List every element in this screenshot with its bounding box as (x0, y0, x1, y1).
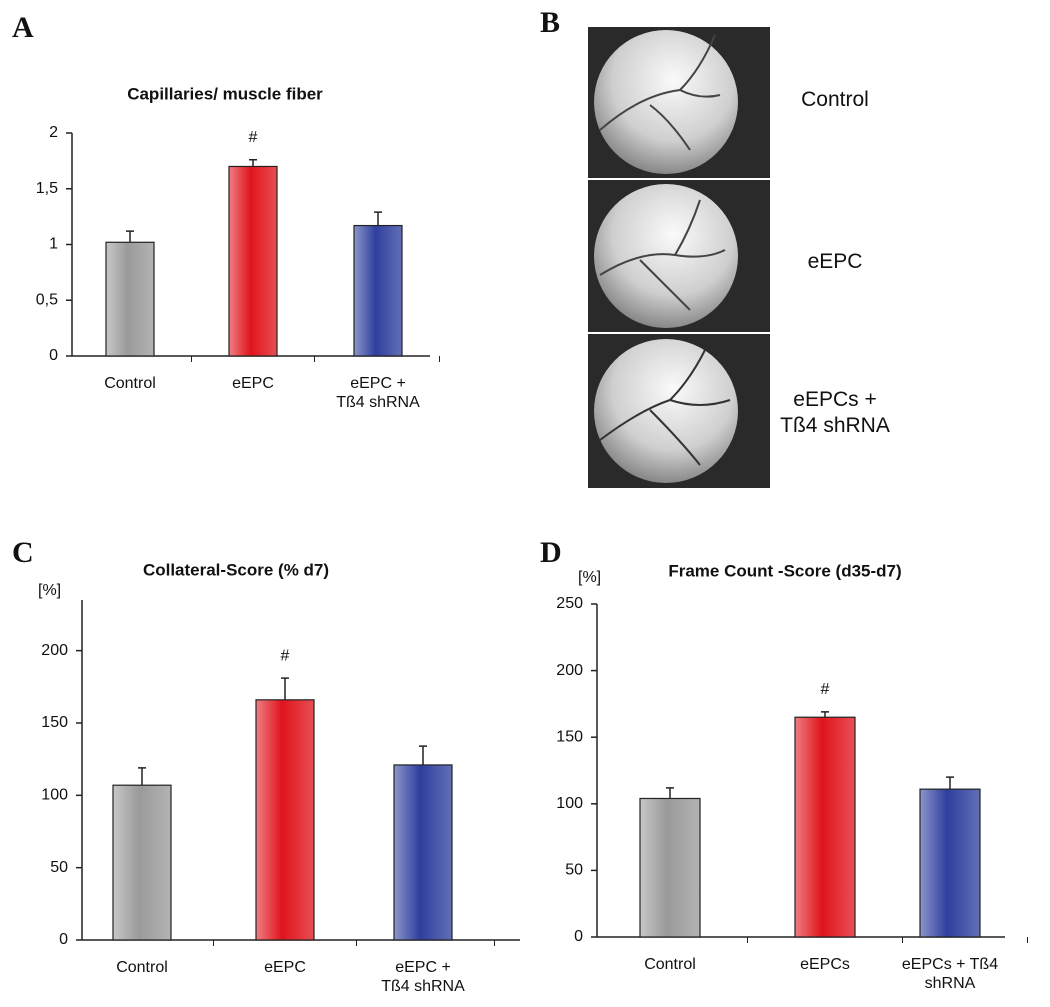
y-tick-label: 0 (59, 931, 68, 948)
error-bar (138, 767, 146, 786)
x-tick-label: eEPC (264, 959, 306, 976)
y-axis-label: [%] (578, 569, 601, 586)
error-bar (249, 159, 257, 167)
error-bar (419, 745, 427, 765)
angiogram-panel (588, 27, 770, 488)
bar (393, 764, 453, 941)
angiogram-label: eEPC (807, 250, 863, 273)
bar (639, 797, 701, 938)
error-bar (946, 776, 954, 790)
bar (255, 699, 315, 941)
bar (228, 165, 278, 357)
y-axis-label: [%] (38, 582, 61, 599)
bar (105, 241, 155, 357)
x-tick-label: eEPC + Tß4 shRNA (381, 959, 465, 995)
y-tick-label: 1 (49, 236, 58, 253)
y-tick-label: 100 (41, 787, 68, 804)
angiogram-label: eEPCs + Tß4 shRNA (780, 388, 890, 437)
y-tick-label: 2 (49, 124, 58, 141)
angiogram-label: Control (801, 88, 869, 111)
error-bar (666, 787, 674, 799)
significance-mark: # (821, 681, 830, 698)
y-tick-label: 100 (556, 795, 583, 812)
error-bar (821, 711, 829, 718)
error-bar (281, 677, 289, 700)
x-tick-label: eEPCs + Tß4 shRNA (901, 956, 999, 992)
x-tick-label: Control (116, 959, 168, 976)
y-tick-label: 150 (41, 714, 68, 731)
significance-mark: # (281, 647, 290, 664)
y-tick-label: 150 (556, 728, 583, 745)
y-tick-label: 1,5 (36, 180, 58, 197)
significance-mark: # (249, 129, 258, 146)
bar (794, 716, 856, 938)
angiogram-image (594, 339, 738, 483)
x-tick-label: eEPC (232, 375, 274, 392)
y-tick-label: 200 (556, 662, 583, 679)
chart-title: Capillaries/ muscle fiber (127, 84, 323, 103)
angiogram-image (594, 30, 738, 174)
bar (353, 224, 403, 357)
vessels (599, 349, 731, 466)
vessels (599, 199, 726, 311)
error-bar (374, 211, 382, 226)
y-tick-label: 200 (41, 642, 68, 659)
vessels (599, 34, 721, 151)
x-tick-label: Control (104, 375, 156, 392)
panel-letter: C (12, 536, 34, 569)
x-tick-label: eEPC + Tß4 shRNA (336, 375, 420, 411)
bar (919, 788, 981, 938)
panel-letter: B (540, 6, 560, 39)
y-tick-label: 50 (50, 859, 68, 876)
x-tick-label: eEPCs (800, 956, 850, 973)
angiogram-image (594, 184, 738, 328)
y-tick-label: 0 (574, 928, 583, 945)
chart-title: Frame Count -Score (d35-d7) (668, 561, 901, 580)
y-tick-label: 0 (49, 347, 58, 364)
chart-title: Collateral-Score (% d7) (143, 560, 329, 579)
y-tick-label: 0,5 (36, 291, 58, 308)
error-bar (126, 230, 134, 243)
y-tick-label: 50 (565, 862, 583, 879)
bar (112, 784, 172, 941)
panel-letter: D (540, 536, 562, 569)
y-tick-label: 250 (556, 595, 583, 612)
x-tick-label: Control (644, 956, 696, 973)
panel-letter: A (12, 11, 34, 44)
